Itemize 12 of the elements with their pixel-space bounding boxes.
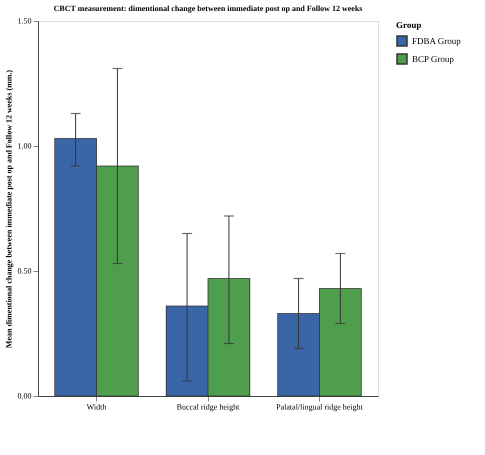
- legend-title: Group: [396, 20, 422, 30]
- y-axis-title: Mean dimentional change between immediate post op and Follow 12 weeks (mm.): [4, 70, 14, 348]
- y-tick-label: 1.50: [18, 16, 32, 26]
- x-tick-label: Buccal ridge height: [176, 402, 240, 412]
- y-tick-label: 1.00: [18, 142, 32, 150]
- y-tick-label: 0.50: [18, 266, 32, 276]
- chart-title: CBCT measurement: dimentional change between immediate post op and Follow 12 weeks: [54, 4, 362, 13]
- legend-label: FDBA Group: [412, 36, 462, 46]
- x-tick-label: Palatal/lingual ridge height: [276, 402, 364, 412]
- x-tick-label: Width: [86, 402, 106, 412]
- y-tick-label: 0.00: [18, 392, 32, 400]
- legend-label: BCP Group: [412, 54, 454, 64]
